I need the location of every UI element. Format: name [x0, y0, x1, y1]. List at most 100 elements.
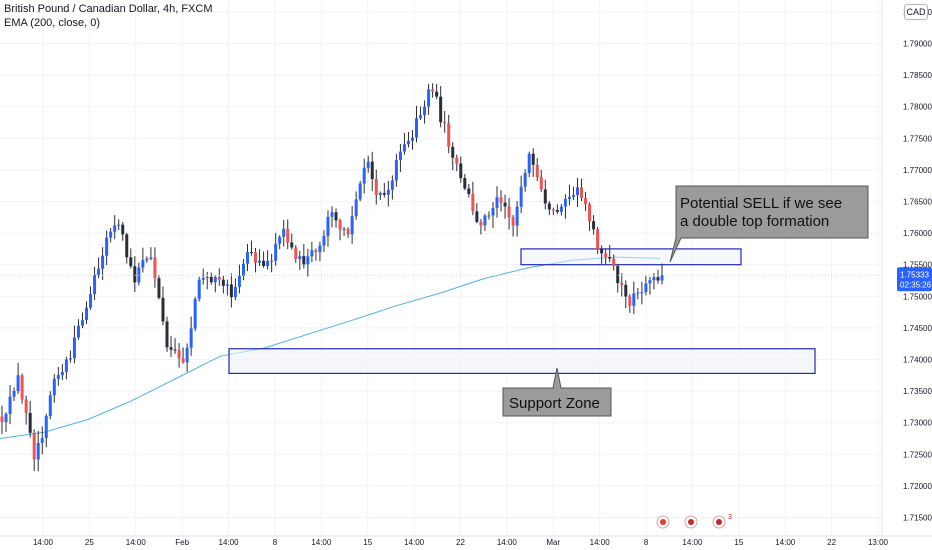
- price-tick-label: 1.73000: [903, 419, 932, 428]
- zones-layer[interactable]: [228, 248, 816, 375]
- last-price-label: [897, 267, 932, 292]
- time-tick-label: 22: [827, 538, 836, 547]
- candle-body: [495, 197, 499, 209]
- price-tick-label: 1.73500: [903, 387, 932, 396]
- candle-body: [483, 215, 487, 226]
- currency-badge[interactable]: CAD: [904, 4, 928, 20]
- candle-body: [632, 293, 636, 306]
- candle-body: [539, 177, 543, 190]
- candles-layer[interactable]: [0, 83, 664, 472]
- candle-body: [105, 237, 109, 256]
- candle-body: [85, 307, 89, 321]
- candle-body: [177, 350, 181, 359]
- price-tick-label: 1.71500: [903, 514, 932, 523]
- candle-body: [326, 216, 330, 237]
- candle-body: [358, 183, 362, 200]
- candle-body: [604, 253, 608, 258]
- candle-body: [378, 193, 382, 195]
- time-tick-label: 14:00: [590, 538, 611, 547]
- candle-body: [334, 212, 338, 221]
- time-tick-label: 15: [363, 538, 372, 547]
- candle-body: [616, 265, 620, 284]
- candle-body: [620, 283, 624, 285]
- candle-body: [366, 161, 370, 168]
- price-axis[interactable]: 1.71500 1.72000 1.72500 1.73000 1.73500 1.740…: [0, 0, 932, 536]
- candle-body: [245, 252, 249, 264]
- candle-body: [52, 378, 56, 396]
- bar-countdown: 02:35:26: [900, 280, 932, 289]
- candle-body: [547, 203, 551, 210]
- candle-body: [97, 268, 101, 275]
- candle-body: [628, 296, 632, 306]
- candle-body: [551, 209, 555, 211]
- candle-body: [523, 172, 527, 187]
- candle-body: [608, 257, 612, 259]
- candle-body: [32, 432, 36, 460]
- candle-body: [8, 396, 12, 414]
- time-tick-label: 14:00: [775, 538, 796, 547]
- candle-body: [286, 228, 290, 243]
- candle-body: [254, 252, 258, 263]
- candle-body: [431, 89, 435, 92]
- candle-body: [64, 359, 68, 372]
- support-zone-box: [228, 348, 816, 375]
- candle-body: [362, 167, 366, 184]
- time-axis[interactable]: 14:00 25 14:00 Feb 14:00 8 14:00 15 14:00 22 14:00…: [0, 535, 932, 547]
- candle-body: [290, 242, 294, 248]
- candle-body: [588, 204, 592, 222]
- candle-body: [68, 358, 72, 360]
- candle-body: [157, 278, 161, 298]
- candle-body: [555, 210, 559, 212]
- candle-body: [370, 161, 374, 180]
- candle-body: [575, 187, 579, 195]
- last-price-value: 1.75333: [900, 270, 929, 279]
- price-tick-label: 1.76500: [903, 198, 932, 207]
- candle-body: [217, 276, 221, 280]
- candle-body: [415, 118, 419, 138]
- candle-body: [419, 115, 423, 119]
- candle-body: [302, 256, 306, 265]
- candle-body: [439, 96, 443, 123]
- support-callout-box: [502, 367, 612, 417]
- candle-body: [338, 220, 342, 230]
- event-count: 3: [728, 514, 732, 521]
- candle-body: [117, 224, 121, 226]
- events-layer[interactable]: 3: [656, 514, 732, 529]
- candle-body: [76, 325, 80, 338]
- candle-body: [543, 189, 547, 204]
- candle-body: [12, 390, 16, 397]
- candle-body: [467, 188, 471, 194]
- sell-callout-box: [669, 185, 869, 263]
- candle-body: [519, 186, 523, 207]
- candle-body: [427, 89, 431, 107]
- flag-mark: [660, 519, 666, 525]
- candle-body: [28, 412, 32, 433]
- candle-body: [16, 375, 20, 391]
- candle-body: [262, 260, 266, 266]
- time-tick-label: 14:00: [682, 538, 703, 547]
- candle-body: [342, 228, 346, 230]
- price-tick-label: 1.72000: [903, 482, 932, 491]
- candle-body: [374, 179, 378, 195]
- candle-body: [652, 277, 656, 281]
- candle-body: [479, 221, 483, 226]
- candle-body: [113, 225, 117, 232]
- price-tick-label: 1.72500: [903, 450, 932, 459]
- candle-body: [278, 236, 282, 244]
- callouts-layer[interactable]: Potential SELL if we see a double top for…: [502, 185, 869, 417]
- price-tick-label: 1.78500: [903, 71, 932, 80]
- candle-body: [491, 208, 495, 216]
- sell-callout-text: Potential SELL if we see a double top for…: [680, 195, 842, 230]
- candle-body: [173, 349, 177, 351]
- candle-body: [447, 123, 451, 147]
- time-tick-label: Mar: [546, 538, 560, 547]
- candle-body: [141, 260, 145, 268]
- candle-body: [109, 231, 113, 238]
- candle-body: [390, 180, 394, 190]
- candle-body: [584, 198, 588, 205]
- candle-body: [149, 257, 153, 259]
- candle-body: [89, 294, 93, 308]
- time-tick-label: 25: [85, 538, 94, 547]
- candle-body: [354, 199, 358, 217]
